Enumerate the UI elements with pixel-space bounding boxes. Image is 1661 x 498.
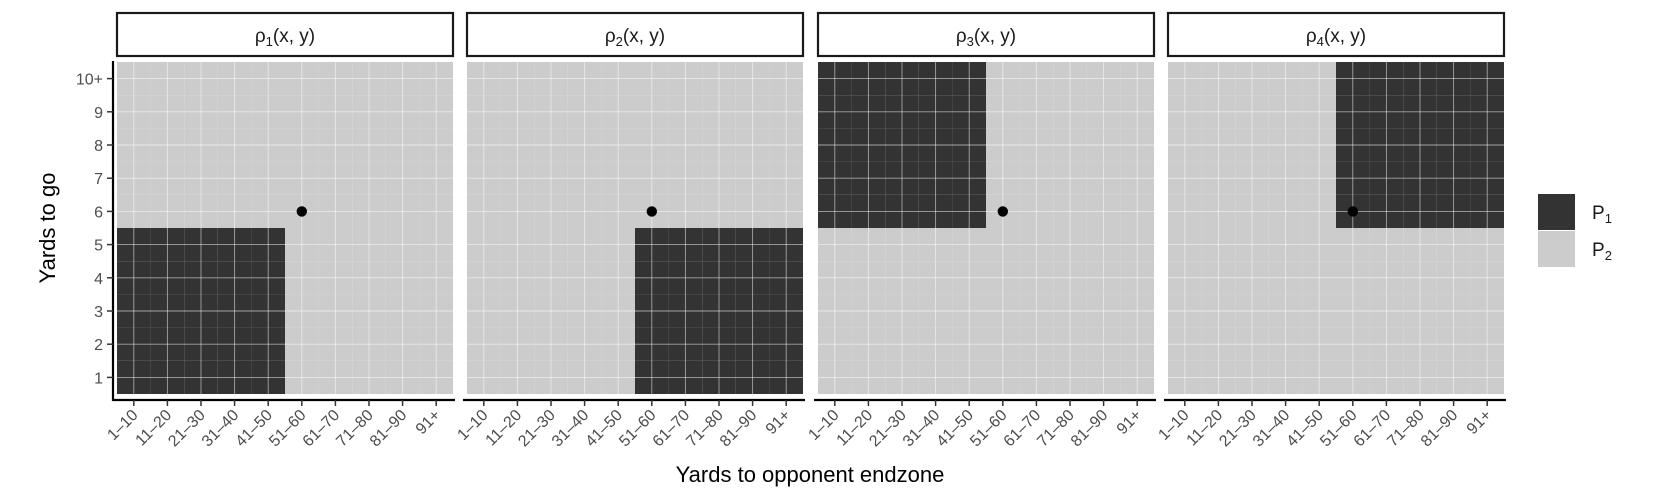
facet-strip bbox=[1166, 11, 1506, 58]
facet-title: ρ2(x, y) bbox=[605, 26, 665, 49]
legend-label-2: P2 bbox=[1592, 240, 1612, 263]
x-tick-label: 51–60 bbox=[1317, 407, 1361, 451]
threshold-point bbox=[1347, 206, 1359, 217]
x-tick-label: 91+ bbox=[1464, 407, 1495, 438]
x-tick-label: 41–50 bbox=[1284, 407, 1328, 451]
x-tick-label: 31–40 bbox=[900, 407, 944, 451]
facet-panel-1: ρ1(x, y)12345678910+1–1011–2021–3031–404… bbox=[76, 11, 455, 451]
y-tick-label: 1 bbox=[94, 370, 103, 387]
x-tick-label: 91+ bbox=[763, 407, 794, 438]
facet-panel-2: ρ2(x, y)1–1011–2021–3031–4041–5051–6061–… bbox=[454, 11, 805, 451]
x-tick-label: 41–50 bbox=[583, 407, 627, 451]
x-tick-label: 71–80 bbox=[333, 407, 377, 451]
legend-key-1 bbox=[1538, 194, 1575, 230]
y-tick-label: 5 bbox=[94, 238, 103, 255]
x-tick-label: 31–40 bbox=[1250, 407, 1294, 451]
x-tick-label: 21–30 bbox=[866, 407, 910, 451]
x-tick-label: 81–90 bbox=[367, 407, 411, 451]
x-tick-label: 71–80 bbox=[1384, 407, 1428, 451]
x-tick-label: 31–40 bbox=[199, 407, 243, 451]
x-tick-label: 81–90 bbox=[1068, 407, 1112, 451]
facet-title: ρ3(x, y) bbox=[956, 26, 1016, 49]
x-tick-label: 81–90 bbox=[717, 407, 761, 451]
x-tick-label: 51–60 bbox=[266, 407, 310, 451]
facet-title: ρ4(x, y) bbox=[1306, 26, 1366, 49]
x-tick-label: 71–80 bbox=[683, 407, 727, 451]
y-tick-label: 3 bbox=[94, 304, 103, 321]
x-tick-label: 31–40 bbox=[549, 407, 593, 451]
x-tick-label: 21–30 bbox=[1216, 407, 1260, 451]
facet-title: ρ1(x, y) bbox=[255, 26, 315, 49]
x-axis-title: Yards to opponent endzone bbox=[676, 462, 945, 487]
legend-key-2 bbox=[1538, 231, 1575, 267]
y-tick-label: 4 bbox=[94, 271, 103, 288]
facet-panel-3: ρ3(x, y)1–1011–2021–3031–4041–5051–6061–… bbox=[805, 11, 1156, 451]
x-tick-label: 21–30 bbox=[515, 407, 559, 451]
facet-strip bbox=[816, 11, 1156, 58]
threshold-point bbox=[997, 206, 1008, 217]
x-tick-label: 91+ bbox=[413, 407, 444, 438]
threshold-point bbox=[646, 206, 657, 217]
x-tick-label: 61–70 bbox=[650, 407, 694, 451]
facet-panel-4: ρ4(x, y)1–1011–2021–3031–4041–5051–6061–… bbox=[1155, 11, 1506, 451]
x-tick-label: 61–70 bbox=[1351, 407, 1395, 451]
x-tick-label: 61–70 bbox=[300, 407, 344, 451]
threshold-point bbox=[296, 206, 307, 217]
x-tick-label: 51–60 bbox=[616, 407, 660, 451]
y-tick-label: 2 bbox=[94, 337, 103, 354]
legend: P1 P2 bbox=[1538, 194, 1612, 267]
y-tick-label: 8 bbox=[94, 138, 103, 155]
x-tick-label: 61–70 bbox=[1001, 407, 1045, 451]
y-tick-label: 9 bbox=[94, 105, 103, 122]
x-tick-label: 21–30 bbox=[165, 407, 209, 451]
facets-group: ρ1(x, y)12345678910+1–1011–2021–3031–404… bbox=[76, 11, 1506, 451]
x-tick-label: 41–50 bbox=[233, 407, 277, 451]
facet-strip bbox=[465, 11, 805, 58]
x-tick-label: 81–90 bbox=[1418, 407, 1462, 451]
y-tick-label: 6 bbox=[94, 204, 103, 221]
facet-strip bbox=[115, 11, 455, 58]
legend-label-1: P1 bbox=[1592, 203, 1612, 226]
y-axis-title: Yards to go bbox=[35, 173, 60, 284]
y-tick-label: 10+ bbox=[76, 72, 103, 89]
x-tick-label: 91+ bbox=[1114, 407, 1145, 438]
x-tick-label: 41–50 bbox=[934, 407, 978, 451]
x-tick-label: 51–60 bbox=[967, 407, 1011, 451]
y-tick-label: 7 bbox=[94, 171, 103, 188]
x-tick-label: 71–80 bbox=[1034, 407, 1078, 451]
